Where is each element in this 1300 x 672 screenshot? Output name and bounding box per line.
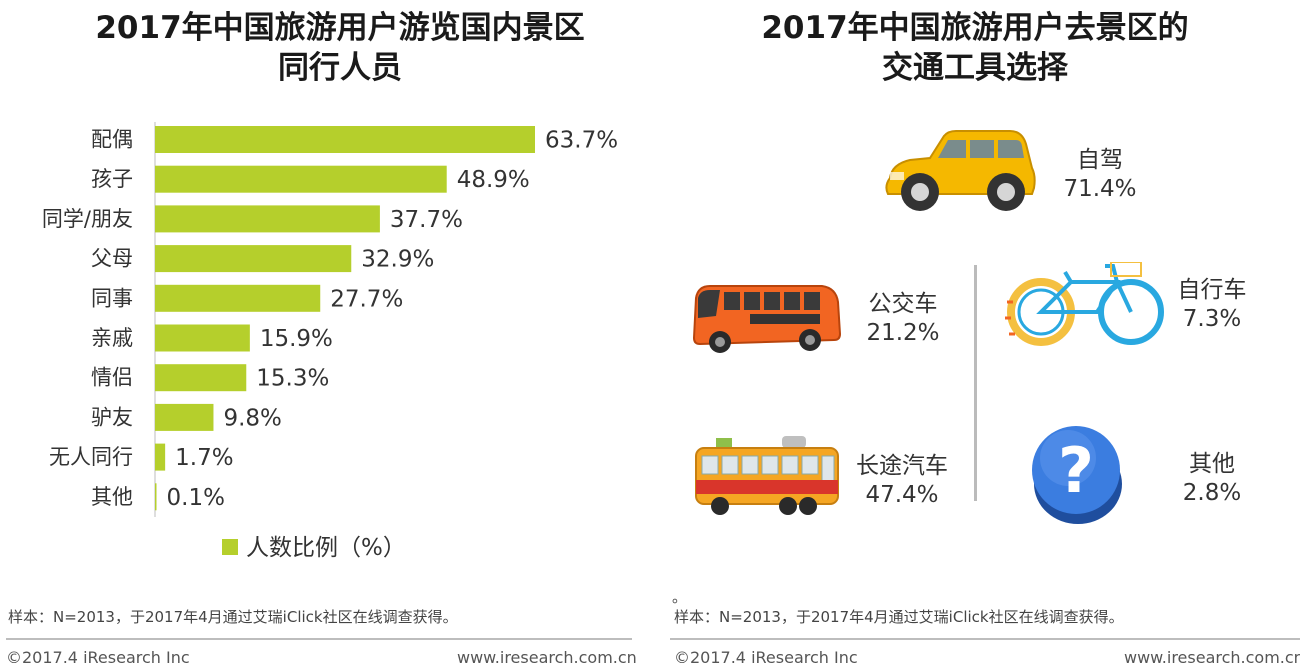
right-title-line1: 2017年中国旅游用户去景区的 [761, 10, 1189, 46]
right-sample-note: 样本：N=2013，于2017年4月通过艾瑞iClick社区在线调查获得。 [674, 608, 1124, 626]
left-website: www.iresearch.com.cn [457, 648, 637, 667]
bar [155, 165, 447, 193]
right-chart-title: 2017年中国旅游用户去景区的 交通工具选择 [665, 8, 1285, 88]
right-website: www.iresearch.com.cn [1124, 648, 1300, 667]
transport-self-drive: 自驾 71.4% [1040, 146, 1160, 204]
category-label: 孩子 [91, 167, 133, 191]
left-chart-title: 2017年中国旅游用户游览国内景区 同行人员 [30, 8, 650, 88]
coach-value: 47.4% [865, 482, 939, 508]
bar [155, 245, 352, 273]
value-label: 0.1% [167, 485, 225, 511]
bar [155, 364, 247, 392]
value-label: 9.8% [223, 405, 281, 431]
bar [155, 483, 157, 511]
bicycle-icon [1005, 262, 1164, 346]
transport-coach: 长途汽车 47.4% [846, 452, 958, 510]
value-label: 1.7% [175, 445, 233, 471]
bicycle-value: 7.3% [1182, 306, 1242, 332]
legend-label: 人数比例（%） [246, 535, 406, 561]
bar [155, 324, 250, 352]
question-icon: ? [1032, 426, 1122, 524]
transport-divider [974, 265, 977, 501]
car-icon [885, 130, 1036, 211]
bar [155, 284, 321, 312]
other-value: 2.8% [1182, 480, 1242, 506]
left-sample-note: 样本：N=2013，于2017年4月通过艾瑞iClick社区在线调查获得。 [8, 608, 458, 626]
value-label: 48.9% [457, 167, 530, 193]
category-label: 无人同行 [49, 445, 133, 469]
coach-label: 长途汽车 [856, 453, 948, 479]
bar [155, 126, 535, 153]
bus-icon [692, 285, 842, 353]
left-title-line1: 2017年中国旅游用户游览国内景区 [95, 10, 585, 46]
bar [155, 205, 380, 233]
right-dot: 。 [672, 588, 688, 606]
category-label: 情侣 [91, 366, 133, 390]
coach-icon [695, 436, 839, 515]
left-footer-divider [6, 638, 632, 640]
right-copyright: ©2017.4 iResearch Inc [674, 648, 858, 667]
bar [155, 403, 214, 431]
category-label: 其他 [91, 485, 133, 509]
value-label: 15.3% [256, 366, 329, 392]
transport-bicycle: 自行车 7.3% [1164, 276, 1260, 334]
bar [155, 443, 166, 471]
category-label: 同学/朋友 [42, 207, 133, 231]
value-label: 37.7% [390, 207, 463, 233]
transport-other: 其他 2.8% [1164, 450, 1260, 508]
value-label: 32.9% [361, 247, 434, 273]
bicycle-label: 自行车 [1177, 277, 1247, 303]
category-label: 亲戚 [91, 326, 133, 350]
right-title-line2: 交通工具选择 [882, 50, 1068, 86]
left-title-line2: 同行人员 [278, 50, 402, 86]
category-label: 驴友 [91, 405, 133, 429]
other-label: 其他 [1189, 451, 1235, 477]
left-copyright: ©2017.4 iResearch Inc [6, 648, 190, 667]
value-label: 63.7% [545, 128, 618, 154]
legend-swatch [222, 539, 238, 555]
svg-text:?: ? [1058, 434, 1094, 507]
category-label: 同事 [91, 286, 133, 310]
bus-value: 21.2% [866, 320, 940, 346]
bus-label: 公交车 [868, 291, 938, 317]
category-label: 配偶 [91, 128, 133, 152]
value-label: 15.9% [260, 326, 333, 352]
value-label: 27.7% [330, 286, 403, 312]
self-drive-value: 71.4% [1063, 176, 1137, 202]
category-label: 父母 [91, 247, 133, 271]
self-drive-label: 自驾 [1077, 147, 1123, 173]
transport-bus: 公交车 21.2% [848, 290, 958, 348]
right-footer-divider [670, 638, 1300, 640]
bar-chart: 配偶 63.7% 孩子 48.9% 同学/朋友 37.7% 父母 32.9% 同事 27.7% 亲戚… [42, 122, 618, 561]
